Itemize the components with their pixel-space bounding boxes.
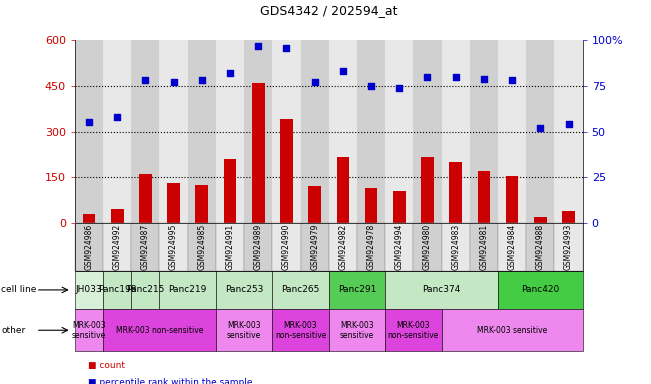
Bar	[329, 40, 357, 223]
Bar	[159, 40, 187, 223]
Bar	[103, 40, 132, 223]
Text: Panc253: Panc253	[225, 285, 263, 295]
Text: Panc265: Panc265	[281, 285, 320, 295]
Point	[338, 68, 348, 74]
Text: GSM924979: GSM924979	[310, 223, 319, 270]
Text: GSM924985: GSM924985	[197, 223, 206, 270]
Bar	[272, 40, 301, 223]
Text: MRK-003
sensitive: MRK-003 sensitive	[340, 321, 374, 340]
Point	[253, 43, 264, 49]
Text: GSM924981: GSM924981	[479, 223, 488, 270]
Bar	[244, 40, 272, 223]
Point	[394, 84, 404, 91]
Bar	[506, 175, 518, 223]
Bar	[478, 171, 490, 223]
Text: Panc291: Panc291	[338, 285, 376, 295]
Text: ■ count: ■ count	[88, 361, 125, 370]
Bar	[216, 40, 244, 223]
Text: Panc198: Panc198	[98, 285, 137, 295]
Text: GSM924990: GSM924990	[282, 223, 291, 270]
Text: GSM924978: GSM924978	[367, 223, 376, 270]
Bar	[111, 209, 124, 223]
Bar	[252, 83, 264, 223]
Text: other: other	[1, 326, 25, 335]
Point	[225, 70, 235, 76]
Text: MRK-003
non-sensitive: MRK-003 non-sensitive	[388, 321, 439, 340]
Bar	[337, 157, 349, 223]
Point	[84, 119, 94, 126]
Bar	[132, 40, 159, 223]
Bar	[562, 210, 575, 223]
Point	[563, 121, 574, 127]
Text: GSM924982: GSM924982	[339, 223, 348, 270]
Text: MRK-003
sensitive: MRK-003 sensitive	[72, 321, 106, 340]
Text: Panc374: Panc374	[422, 285, 461, 295]
Point	[112, 114, 122, 120]
Text: GSM924992: GSM924992	[113, 223, 122, 270]
Bar	[385, 40, 413, 223]
Bar	[195, 185, 208, 223]
Point	[422, 74, 433, 80]
Text: Panc215: Panc215	[126, 285, 165, 295]
Bar	[75, 40, 103, 223]
Text: GSM924983: GSM924983	[451, 223, 460, 270]
Point	[478, 76, 489, 82]
Bar	[413, 40, 441, 223]
Bar	[139, 174, 152, 223]
Text: GSM924995: GSM924995	[169, 223, 178, 270]
Text: GSM924984: GSM924984	[508, 223, 517, 270]
Point	[366, 83, 376, 89]
Bar	[280, 119, 293, 223]
Text: GSM924987: GSM924987	[141, 223, 150, 270]
Text: GSM924991: GSM924991	[225, 223, 234, 270]
Text: GDS4342 / 202594_at: GDS4342 / 202594_at	[260, 4, 398, 17]
Point	[535, 125, 546, 131]
Bar	[526, 40, 555, 223]
Text: JH033: JH033	[76, 285, 102, 295]
Bar	[393, 191, 406, 223]
Bar	[167, 183, 180, 223]
Bar	[309, 186, 321, 223]
Point	[197, 78, 207, 84]
Bar	[224, 159, 236, 223]
Point	[140, 78, 150, 84]
Point	[507, 78, 518, 84]
Text: GSM924980: GSM924980	[423, 223, 432, 270]
Text: MRK-003
sensitive: MRK-003 sensitive	[227, 321, 261, 340]
Bar	[187, 40, 216, 223]
Text: Panc219: Panc219	[169, 285, 207, 295]
Bar	[470, 40, 498, 223]
Bar	[357, 40, 385, 223]
Text: GSM924988: GSM924988	[536, 223, 545, 270]
Text: GSM924993: GSM924993	[564, 223, 573, 270]
Text: GSM924994: GSM924994	[395, 223, 404, 270]
Text: GSM924986: GSM924986	[85, 223, 94, 270]
Text: MRK-003
non-sensitive: MRK-003 non-sensitive	[275, 321, 326, 340]
Point	[169, 79, 179, 85]
Bar	[365, 188, 378, 223]
Bar	[441, 40, 470, 223]
Bar	[498, 40, 526, 223]
Text: ■ percentile rank within the sample: ■ percentile rank within the sample	[88, 378, 253, 384]
Bar	[449, 162, 462, 223]
Point	[309, 79, 320, 85]
Text: Panc420: Panc420	[521, 285, 559, 295]
Text: MRK-003 sensitive: MRK-003 sensitive	[477, 326, 547, 335]
Text: cell line: cell line	[1, 285, 36, 295]
Bar	[83, 214, 95, 223]
Bar	[301, 40, 329, 223]
Point	[281, 45, 292, 51]
Bar	[421, 157, 434, 223]
Text: GSM924989: GSM924989	[254, 223, 263, 270]
Bar	[534, 217, 547, 223]
Text: MRK-003 non-sensitive: MRK-003 non-sensitive	[116, 326, 203, 335]
Bar	[555, 40, 583, 223]
Point	[450, 74, 461, 80]
